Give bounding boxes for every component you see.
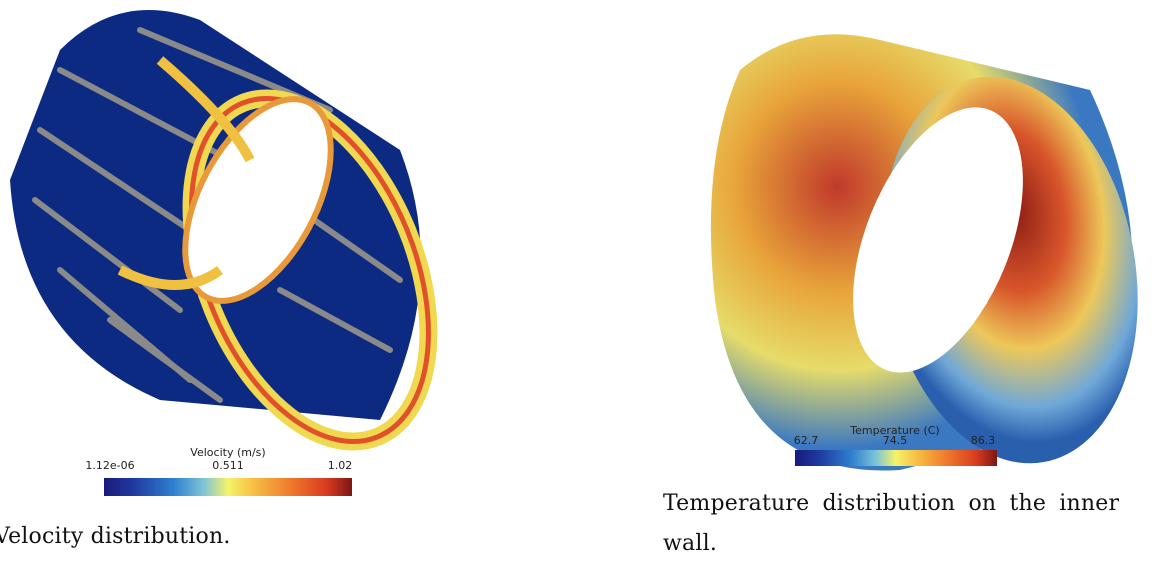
- caption: Velocity distribution.: [0, 524, 231, 549]
- colorbar-label: 74.5: [883, 434, 908, 447]
- colorbar-label: 62.7: [794, 434, 819, 447]
- caption: Temperature distribution on the inner wa…: [663, 484, 1154, 564]
- colorbar-label: 1.12e-06: [85, 459, 134, 472]
- colorbar-label: 0.511: [212, 459, 244, 472]
- velocity-image: [10, 10, 475, 476]
- colorbar-label: 86.3: [971, 434, 996, 447]
- temperature-image: [711, 34, 1154, 483]
- colorbar-label: 1.02: [328, 459, 353, 472]
- figure-canvas: Velocity (m/s) 1.12e-06 0.511 1.02 Tempe…: [0, 0, 1154, 558]
- colorbar-title: Velocity (m/s): [190, 446, 265, 459]
- page: {"figures": [ {"colorbar": {"title": "Ve…: [0, 0, 1154, 558]
- colorbar: [795, 450, 997, 466]
- colorbar: [104, 478, 352, 496]
